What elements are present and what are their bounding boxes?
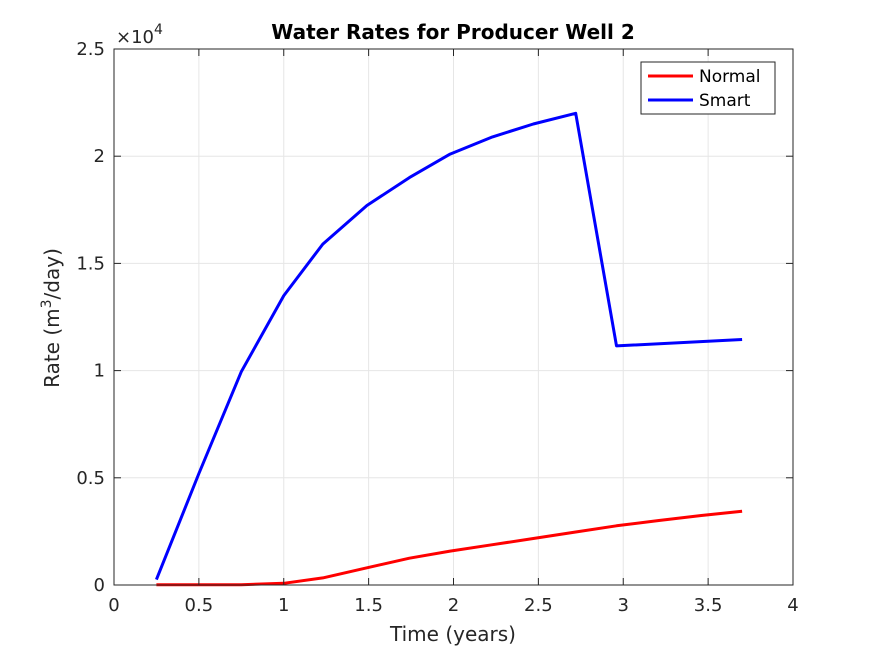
y-tick-label: 2.5: [76, 39, 105, 60]
y-tick-label: 1.5: [76, 253, 105, 274]
legend-label: Normal: [699, 67, 761, 87]
axis-ticks: 0 0.5 1 1.5 2 2.5 3 3.5 4 0 0.5 1 1.5 2 2.5: [76, 39, 798, 616]
x-tick-label: 3.5: [694, 595, 723, 616]
series-line-smart: [155, 111, 743, 581]
legend-label: Smart: [699, 91, 751, 111]
y-exponent-base: ×10: [116, 27, 154, 48]
legend: Normal Smart: [640, 61, 776, 115]
y-exponent-power: 4: [154, 22, 163, 38]
x-tick-label: 0.5: [185, 595, 214, 616]
grid: [113, 48, 794, 586]
y-axis-label-prefix: Rate (m: [40, 308, 64, 388]
y-axis-label-sup: 3: [39, 299, 55, 308]
series-line-normal: [156, 509, 743, 587]
y-axis-label-suffix: /day): [40, 248, 64, 299]
y-tick-label: 0: [94, 575, 105, 596]
x-tick-label: 0: [108, 595, 119, 616]
x-tick-label: 1.5: [354, 595, 383, 616]
y-tick-label: 2: [94, 146, 105, 167]
x-axis-label: Time (years): [389, 622, 516, 646]
x-tick-label: 3: [618, 595, 629, 616]
x-tick-label: 2.5: [524, 595, 553, 616]
y-exponent: ×104: [116, 22, 163, 48]
y-tick-label: 0.5: [76, 468, 105, 489]
y-axis-label: Rate (m3/day): [39, 248, 64, 388]
y-tick-label: 1: [94, 361, 105, 382]
x-tick-label: 2: [448, 595, 459, 616]
chart-title: Water Rates for Producer Well 2: [271, 20, 635, 44]
x-tick-label: 4: [787, 595, 798, 616]
x-tick-label: 1: [278, 595, 289, 616]
series-lines: [155, 111, 743, 587]
legend-box: [640, 61, 776, 115]
